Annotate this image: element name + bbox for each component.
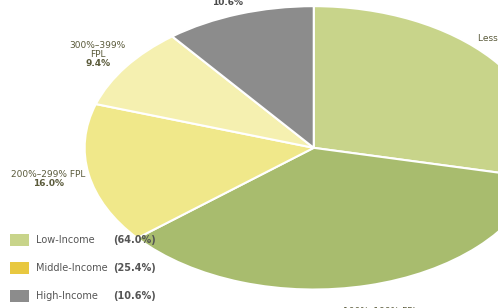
FancyBboxPatch shape bbox=[10, 234, 29, 246]
Text: Middle-Income: Middle-Income bbox=[36, 263, 108, 273]
Wedge shape bbox=[96, 36, 314, 148]
Text: 16.0%: 16.0% bbox=[33, 179, 64, 188]
Text: 9.4%: 9.4% bbox=[85, 59, 110, 68]
Wedge shape bbox=[137, 148, 498, 290]
Wedge shape bbox=[85, 104, 314, 238]
Text: Less Than 100% FPL: Less Than 100% FPL bbox=[478, 34, 498, 43]
Text: 10.6%: 10.6% bbox=[212, 0, 243, 7]
Text: High-Income: High-Income bbox=[36, 291, 98, 301]
Wedge shape bbox=[172, 6, 314, 148]
FancyBboxPatch shape bbox=[10, 290, 29, 302]
Text: Low-Income: Low-Income bbox=[36, 235, 95, 245]
Wedge shape bbox=[314, 6, 498, 178]
Text: (25.4%): (25.4%) bbox=[114, 263, 156, 273]
FancyBboxPatch shape bbox=[10, 262, 29, 274]
Text: FPL: FPL bbox=[90, 50, 106, 59]
Text: 200%–299% FPL: 200%–299% FPL bbox=[11, 170, 85, 179]
Text: 100%–199% FPL: 100%–199% FPL bbox=[343, 307, 417, 308]
Text: (64.0%): (64.0%) bbox=[114, 235, 156, 245]
Text: 300%–399%: 300%–399% bbox=[70, 42, 126, 51]
Text: (10.6%): (10.6%) bbox=[114, 291, 156, 301]
